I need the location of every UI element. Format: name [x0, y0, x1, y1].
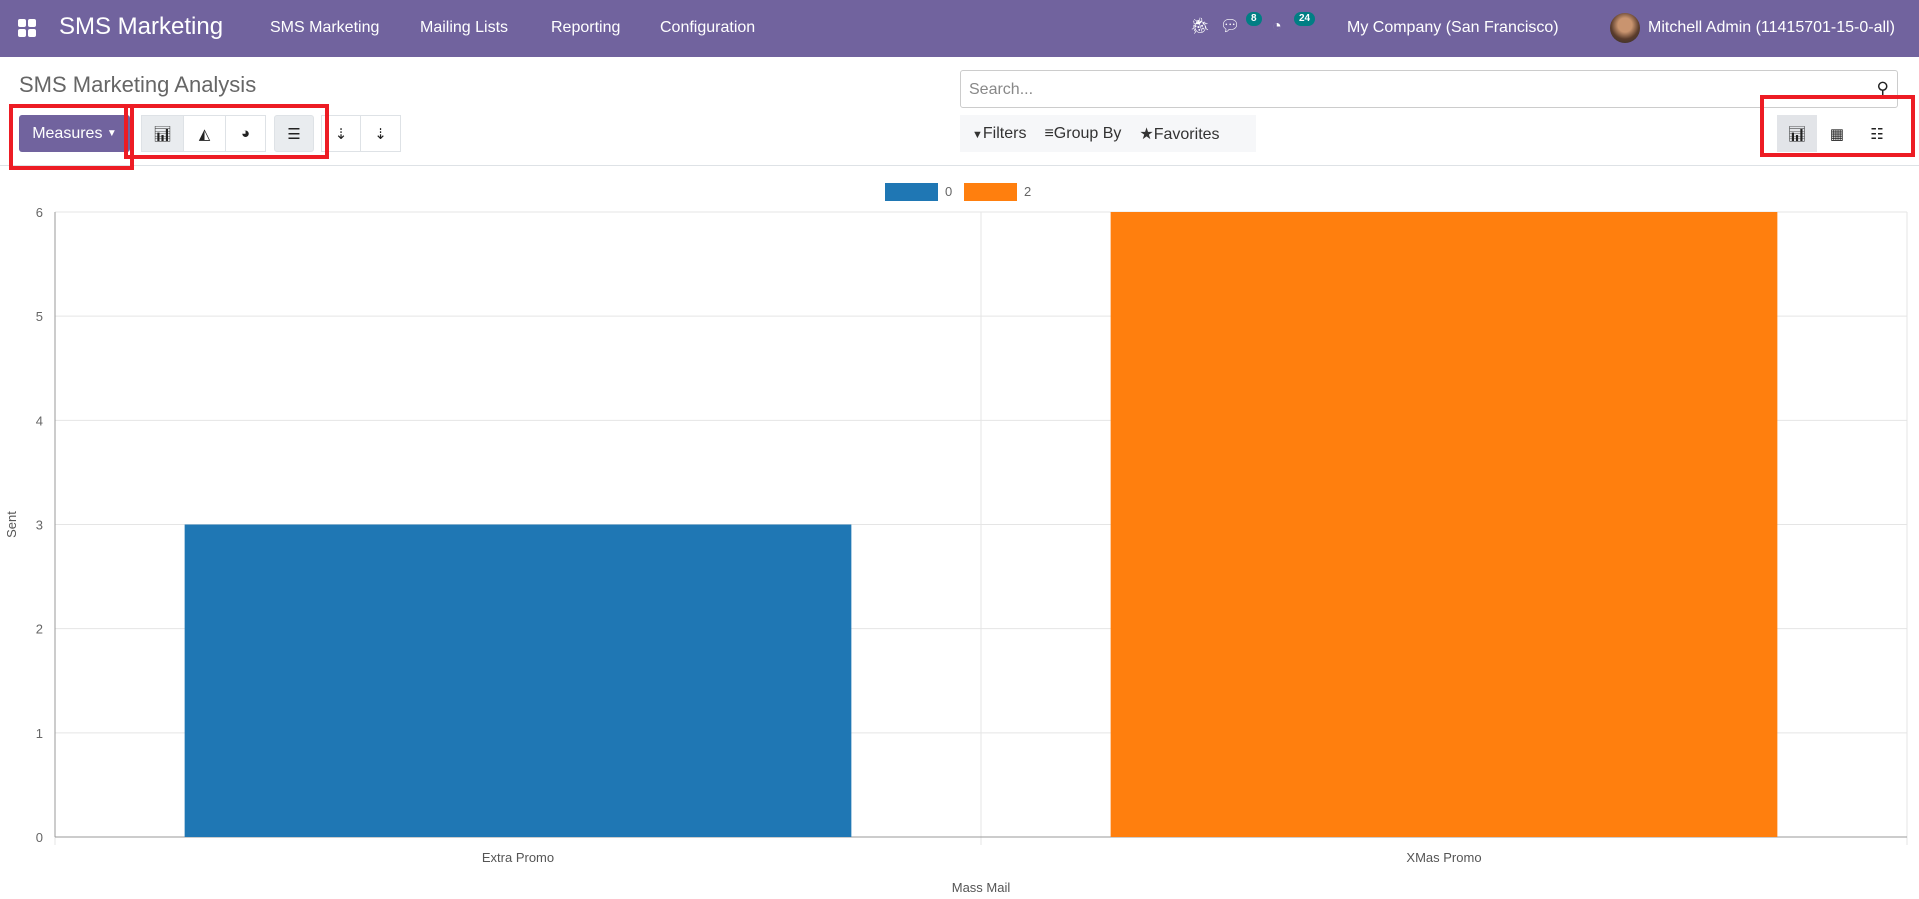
- view-pivot-button[interactable]: ▦: [1817, 115, 1857, 152]
- sort-desc-icon: ⇣: [334, 125, 348, 143]
- search-options: ▼Filters ≡Group By ★Favorites: [960, 115, 1256, 152]
- highlight-box: [1760, 95, 1915, 157]
- page-title: SMS Marketing Analysis: [19, 72, 257, 97]
- bar-chart-icon: 📊︎: [152, 125, 173, 143]
- y-tick-label: 5: [36, 309, 43, 324]
- favorites-button[interactable]: ★Favorites: [1139, 124, 1219, 144]
- measures-dropdown[interactable]: Measures ▼: [19, 115, 130, 152]
- menu-mailing-lists[interactable]: Mailing Lists: [420, 19, 509, 36]
- highlight-box: [124, 104, 329, 159]
- search-placeholder: Search...: [969, 81, 1034, 98]
- y-axis-label: Sent: [4, 511, 19, 538]
- group-by-label: Group By: [1053, 124, 1122, 142]
- menu-reporting[interactable]: Reporting: [551, 19, 621, 36]
- stacked-toggle-button[interactable]: ☰: [274, 115, 314, 152]
- legend-label: 0: [945, 184, 952, 199]
- activities-clock-icon[interactable]: ◔: [1272, 18, 1282, 35]
- pie-chart-button[interactable]: ◕: [225, 115, 266, 152]
- user-avatar[interactable]: [1610, 13, 1640, 43]
- app-brand[interactable]: SMS Marketing: [59, 13, 224, 40]
- filter-icon: ▼: [972, 128, 983, 141]
- list-view-icon: ☷: [1870, 125, 1884, 143]
- menu-sms-marketing[interactable]: SMS Marketing: [270, 19, 380, 36]
- search-input[interactable]: Search... ⚲: [960, 70, 1898, 108]
- graph-view-icon: 📊︎: [1787, 125, 1807, 143]
- line-chart-button[interactable]: ◭: [183, 115, 226, 152]
- y-tick-label: 3: [36, 518, 43, 533]
- star-icon: ★: [1139, 125, 1154, 143]
- y-tick-label: 6: [36, 205, 43, 220]
- search-icon[interactable]: ⚲: [1876, 79, 1889, 98]
- view-graph-button[interactable]: 📊︎: [1777, 115, 1817, 152]
- measures-label: Measures: [32, 124, 103, 142]
- messages-badge: 8: [1246, 12, 1262, 26]
- database-stack-icon: ☰: [287, 125, 301, 143]
- top-navbar: SMS Marketing SMS Marketing Mailing List…: [0, 0, 1919, 57]
- y-tick-label: 2: [36, 622, 43, 637]
- messages-icon[interactable]: 💬︎: [1220, 18, 1241, 35]
- favorites-label: Favorites: [1153, 125, 1220, 143]
- bar-0-extra-promo: [184, 524, 852, 837]
- sort-ascending-button[interactable]: ⇣: [360, 115, 401, 152]
- x-tick-label: Extra Promo: [482, 850, 554, 865]
- sort-asc-icon: ⇣: [374, 125, 387, 143]
- filters-button[interactable]: ▼Filters: [972, 125, 1026, 143]
- group-by-icon: ≡: [1044, 124, 1054, 142]
- pivot-table-icon: ▦: [1829, 125, 1845, 143]
- area-chart-icon: ◭: [198, 125, 211, 143]
- caret-down-icon: ▼: [106, 128, 117, 139]
- pie-chart-icon: ◕: [240, 125, 251, 142]
- bar-2-xmas-promo: [1110, 212, 1778, 837]
- y-tick-label: 1: [36, 726, 43, 741]
- y-tick-label: 0: [36, 830, 43, 845]
- apps-menu-icon[interactable]: [18, 19, 36, 37]
- legend-swatch: [964, 183, 1017, 201]
- view-list-button[interactable]: ☷: [1857, 115, 1897, 152]
- group-by-button[interactable]: ≡Group By: [1044, 125, 1121, 143]
- menu-configuration[interactable]: Configuration: [660, 19, 756, 36]
- legend-label: 2: [1024, 184, 1031, 199]
- bar-chart-button[interactable]: 📊︎: [141, 115, 184, 152]
- activities-badge: 24: [1294, 12, 1316, 26]
- legend-swatch: [885, 183, 938, 201]
- debug-bug-icon[interactable]: 🐞︎: [1190, 18, 1211, 35]
- y-tick-label: 4: [36, 413, 43, 428]
- control-panel-divider: [0, 165, 1919, 166]
- company-switcher[interactable]: My Company (San Francisco): [1347, 19, 1559, 36]
- x-tick-label: XMas Promo: [1406, 850, 1481, 865]
- user-menu[interactable]: Mitchell Admin (11415701-15-0-all): [1648, 19, 1895, 36]
- highlight-box: [9, 104, 134, 170]
- filters-label: Filters: [982, 124, 1027, 142]
- x-axis-label: Mass Mail: [952, 880, 1011, 895]
